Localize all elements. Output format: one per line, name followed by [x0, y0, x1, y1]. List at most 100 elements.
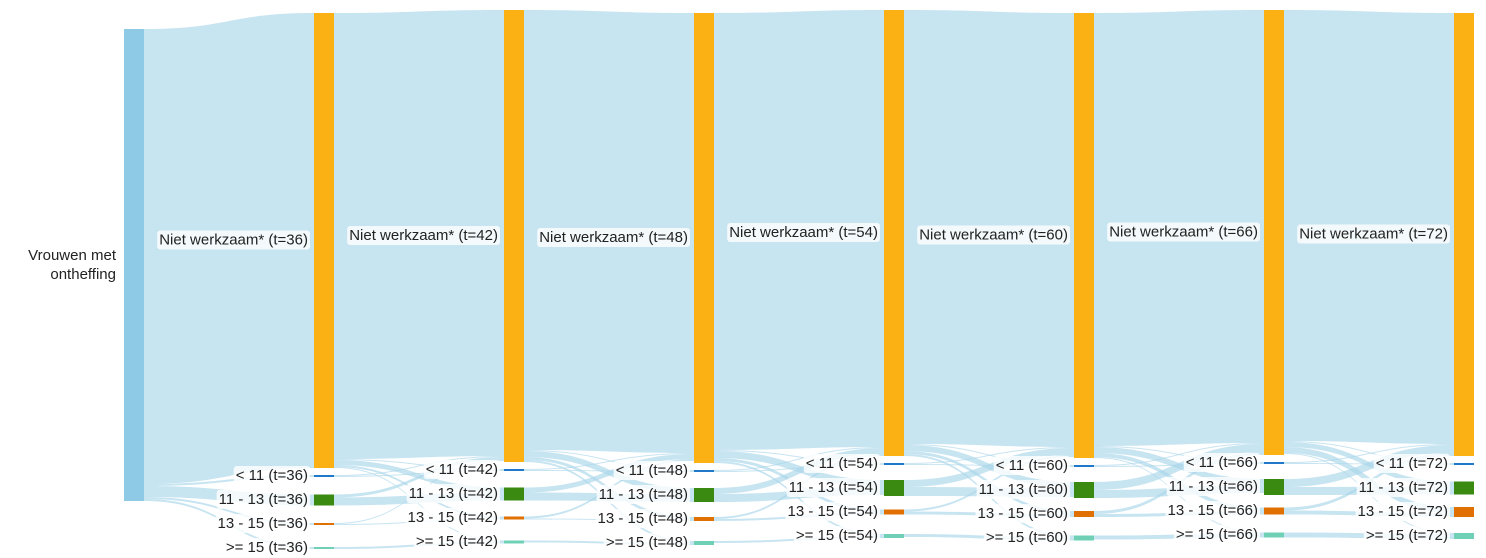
- node: [1264, 507, 1284, 515]
- node-label: >= 15 (t=48): [606, 534, 688, 551]
- node-label: >= 15 (t=60): [986, 529, 1068, 546]
- link: [524, 454, 694, 493]
- link: [334, 459, 504, 470]
- node: [1454, 507, 1474, 517]
- node-label: 11 - 13 (t=54): [789, 479, 878, 496]
- label-background: [603, 532, 690, 552]
- node: [1264, 462, 1284, 464]
- node: [1264, 532, 1284, 538]
- node: [1074, 535, 1094, 541]
- node: [1264, 10, 1284, 455]
- node-label: < 11 (t=60): [996, 457, 1068, 474]
- node-label: 11 - 13 (t=72): [1359, 479, 1448, 496]
- label-background: [1363, 525, 1450, 545]
- node: [1454, 13, 1474, 456]
- label-background: [793, 525, 880, 545]
- link: [334, 467, 504, 542]
- node: [314, 523, 334, 525]
- node-label: Niet werkzaam* (t=54): [729, 224, 878, 241]
- node: [504, 516, 524, 520]
- link: [524, 453, 694, 470]
- node-label: < 11 (t=72): [1376, 455, 1448, 472]
- link: [714, 450, 884, 464]
- node-label: >= 15 (t=36): [226, 539, 308, 556]
- label-background: [786, 477, 881, 497]
- node: [1074, 13, 1094, 458]
- label-background: [976, 479, 1071, 499]
- node: [1454, 533, 1474, 539]
- node-label: < 11 (t=66): [1186, 454, 1258, 471]
- link: [714, 448, 884, 494]
- label-background: [595, 508, 691, 528]
- node-label: Vrouwen met ontheffing: [28, 247, 116, 283]
- node: [1264, 479, 1284, 495]
- link: [904, 447, 1074, 464]
- node-label: >= 15 (t=66): [1176, 526, 1258, 543]
- node-label: 11 - 13 (t=42): [409, 485, 498, 502]
- node-label: 11 - 13 (t=60): [979, 481, 1068, 498]
- node: [504, 540, 524, 544]
- node: [314, 13, 334, 468]
- node: [694, 541, 714, 545]
- link: [144, 497, 314, 525]
- node-label: >= 15 (t=54): [796, 527, 878, 544]
- link: [1284, 441, 1454, 464]
- label-background: [233, 465, 310, 485]
- label-background: [423, 459, 500, 479]
- link: [714, 447, 884, 471]
- node: [884, 10, 904, 456]
- label-background: [596, 484, 691, 504]
- node: [694, 517, 714, 521]
- label-background: [413, 531, 500, 551]
- node: [1454, 463, 1474, 465]
- label-background: [983, 527, 1070, 547]
- link: [524, 450, 694, 471]
- label-background: [1297, 224, 1450, 244]
- node-label: Niet werkzaam* (t=36): [159, 231, 308, 248]
- label-background: [1183, 452, 1260, 472]
- node: [884, 509, 904, 515]
- label-background: [1166, 476, 1261, 496]
- link: [1284, 444, 1454, 463]
- node: [694, 488, 714, 502]
- link: [334, 456, 504, 476]
- node-label: Niet werkzaam* (t=60): [919, 226, 1068, 243]
- node-label: >= 15 (t=42): [416, 533, 498, 550]
- node: [694, 470, 714, 472]
- node-label: 13 - 15 (t=48): [598, 510, 688, 527]
- label-background: [613, 460, 690, 480]
- node: [504, 487, 524, 501]
- label-background: [1355, 501, 1451, 521]
- node: [884, 534, 904, 538]
- label-background: [537, 227, 690, 247]
- node-label: < 11 (t=48): [616, 462, 688, 479]
- node: [884, 480, 904, 496]
- node-label: Niet werkzaam* (t=42): [349, 227, 498, 244]
- label-background: [993, 455, 1070, 475]
- node-label: Niet werkzaam* (t=72): [1299, 225, 1448, 242]
- node-label: Niet werkzaam* (t=66): [1109, 223, 1258, 240]
- label-background: [1373, 453, 1450, 473]
- node-label: Niet werkzaam* (t=48): [539, 229, 688, 246]
- node: [504, 469, 524, 471]
- node: [1074, 465, 1094, 467]
- label-background: [1173, 524, 1260, 544]
- link: [334, 457, 504, 498]
- node: [884, 463, 904, 465]
- node: [1074, 511, 1094, 517]
- label-background: [157, 230, 310, 250]
- label-background: [1165, 500, 1261, 520]
- node: [314, 475, 334, 477]
- node-label: 13 - 15 (t=54): [788, 503, 878, 520]
- label-background: [917, 225, 1070, 245]
- node-label: < 11 (t=54): [806, 455, 878, 472]
- label-background: [216, 489, 311, 509]
- node-label: 13 - 15 (t=36): [218, 515, 308, 532]
- link: [334, 470, 504, 477]
- node-label: 13 - 15 (t=66): [1168, 502, 1258, 519]
- node: [504, 10, 524, 462]
- label-background: [975, 503, 1071, 523]
- label-background: [803, 453, 880, 473]
